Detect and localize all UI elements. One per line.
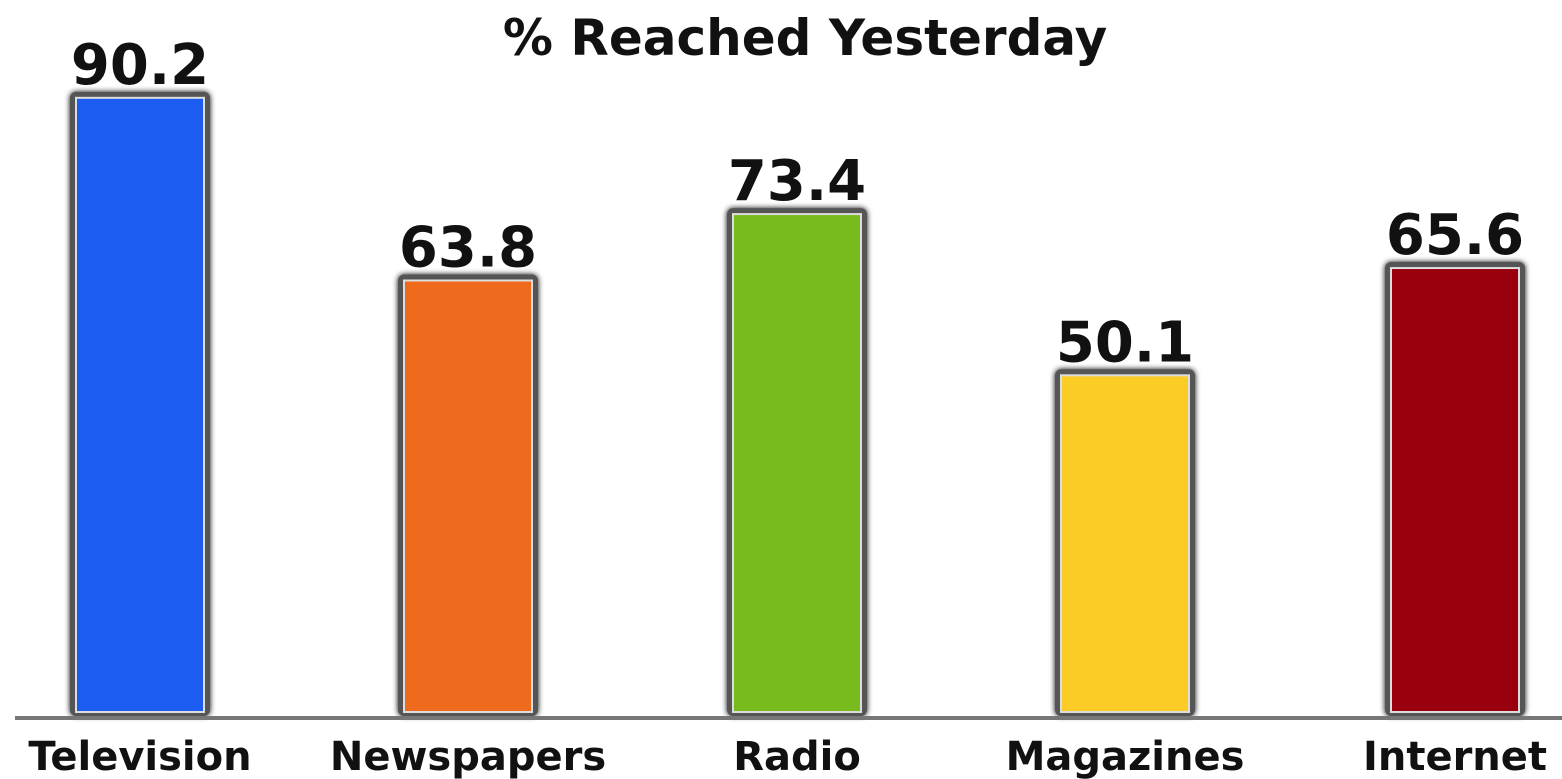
bars-layer xyxy=(70,91,1525,717)
bar-television xyxy=(70,91,210,717)
bar-fill xyxy=(1390,267,1520,713)
bar-radio xyxy=(727,208,867,716)
bar-magazines xyxy=(1055,369,1195,716)
bar-fill xyxy=(75,96,205,714)
bar-internet xyxy=(1385,262,1525,716)
x-tick-label-television: Television xyxy=(28,734,251,779)
bar-fill xyxy=(1060,374,1190,713)
value-label-internet: 65.6 xyxy=(1386,203,1524,268)
bar-fill xyxy=(403,279,533,713)
value-labels-layer: 90.2 63.8 73.4 50.1 65.6 xyxy=(71,33,1524,375)
x-tick-label-newspapers: Newspapers xyxy=(330,734,606,779)
x-tick-label-radio: Radio xyxy=(733,734,861,779)
chart-title: % Reached Yesterday xyxy=(503,9,1107,67)
value-label-magazines: 50.1 xyxy=(1056,310,1194,375)
bar-fill xyxy=(732,213,862,714)
x-tick-label-magazines: Magazines xyxy=(1006,734,1245,779)
value-label-radio: 73.4 xyxy=(728,149,866,214)
bar-newspapers xyxy=(398,274,538,716)
value-label-newspapers: 63.8 xyxy=(399,216,537,281)
x-tick-labels: Television Newspapers Radio Magazines Intern… xyxy=(28,734,1547,779)
value-label-television: 90.2 xyxy=(71,33,209,98)
x-tick-label-internet: Internet xyxy=(1363,734,1547,779)
